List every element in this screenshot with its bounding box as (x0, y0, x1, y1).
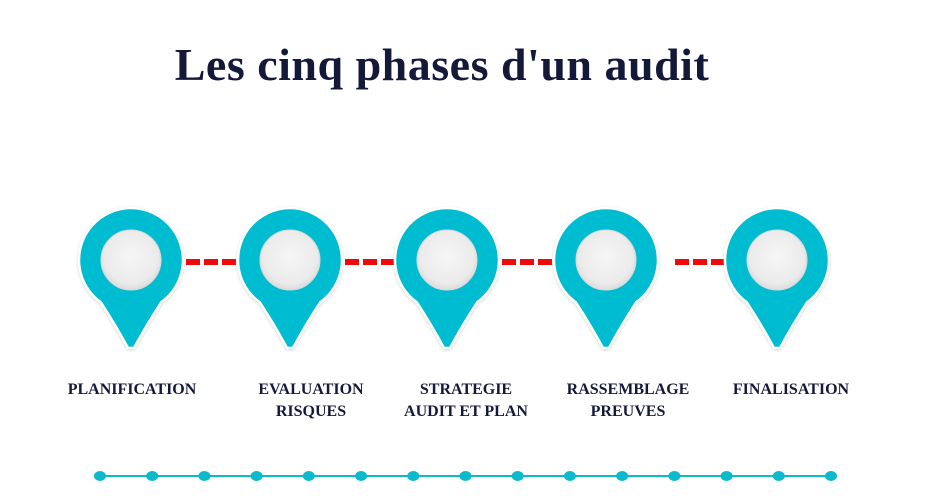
phase-label-1: PLANIFICATION (67, 381, 197, 398)
marker-inner-circle (259, 229, 321, 291)
map-pin-marker-icon (77, 206, 185, 350)
timeline-dot (616, 471, 629, 481)
marker-inner-circle (416, 229, 478, 291)
page-title: Les cinq phases d'un audit (174, 39, 710, 90)
timeline-dot (563, 471, 576, 481)
timeline-dot (146, 471, 159, 481)
map-pin-marker-icon (723, 206, 831, 350)
map-pin-marker-icon (552, 206, 660, 350)
timeline-dot (459, 471, 472, 481)
timeline-dot (511, 471, 524, 481)
phase-label-4: RASSEMBLAGE PREUVES (566, 381, 690, 420)
phase-label-2: EVALUATION RISQUES (258, 381, 364, 420)
map-pin-marker-icon (393, 206, 501, 350)
timeline-dot (720, 471, 733, 481)
marker-inner-circle (100, 229, 162, 291)
timeline-dot (250, 471, 263, 481)
timeline-dot (668, 471, 681, 481)
phase-label-5: FINALISATION (732, 381, 850, 398)
marker-inner-circle (575, 229, 637, 291)
timeline-dot (198, 471, 211, 481)
marker-inner-circle (746, 229, 808, 291)
timeline-dot (825, 471, 837, 481)
timeline-dot (772, 471, 785, 481)
timeline-dot (355, 471, 368, 481)
timeline-dot (94, 471, 106, 481)
map-pin-marker-icon (236, 206, 344, 350)
phase-label-3: STRATEGIE AUDIT ET PLAN (404, 381, 528, 420)
timeline-dot (407, 471, 420, 481)
timeline-dot (302, 471, 315, 481)
